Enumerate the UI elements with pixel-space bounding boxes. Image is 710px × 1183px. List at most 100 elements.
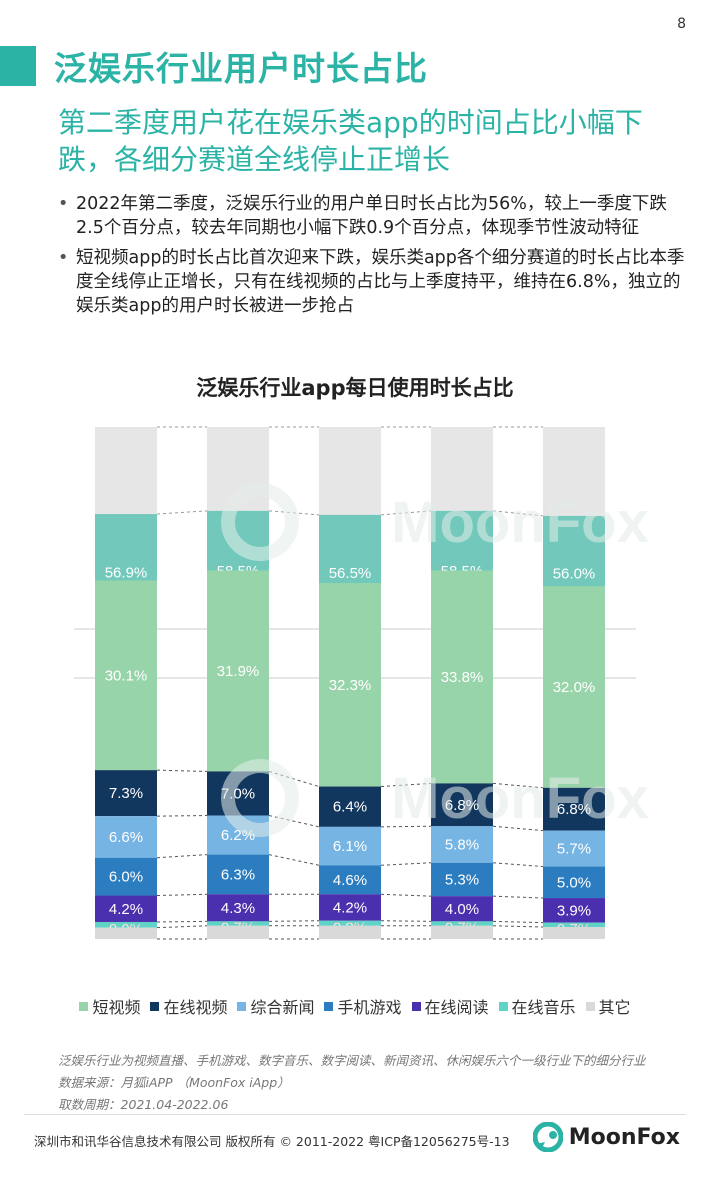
stack-segment-3 bbox=[543, 830, 605, 867]
legend-swatch-icon bbox=[585, 1001, 595, 1011]
stack-segment-label: 5.8% bbox=[445, 837, 479, 854]
legend-item-mobile-games: 手机游戏 bbox=[324, 994, 402, 1018]
bullet-item-1: 2022年第二季度，泛娱乐行业的用户单日时长占比为56%，较上一季度下跌2.5个… bbox=[58, 192, 688, 240]
stack-segment-7 bbox=[207, 925, 269, 939]
stack-segment-label: 32.3% bbox=[329, 677, 372, 694]
stack-segment-7 bbox=[431, 925, 493, 939]
stack-segment-7 bbox=[95, 927, 157, 939]
legend-swatch-icon bbox=[237, 1001, 247, 1011]
stack-segment-label: 5.7% bbox=[557, 841, 591, 858]
legend-item-online-video: 在线视频 bbox=[150, 994, 227, 1018]
stack-connector-line bbox=[380, 893, 432, 897]
stack-segment-3 bbox=[431, 826, 493, 863]
stack-segment-2 bbox=[431, 783, 493, 827]
title-accent-bar bbox=[0, 46, 36, 86]
stack-segment-label: 4.6% bbox=[333, 872, 367, 889]
stack-segment-3 bbox=[319, 826, 381, 866]
legend-swatch-icon bbox=[498, 1001, 508, 1011]
connector-line bbox=[492, 510, 544, 517]
share-bar-label: 56.9% bbox=[105, 565, 148, 582]
connector-line bbox=[156, 510, 208, 515]
stack-segment-label: 6.4% bbox=[333, 799, 367, 816]
stack-segment-1 bbox=[207, 570, 269, 772]
remainder-bar bbox=[95, 427, 157, 515]
stack-segment-6 bbox=[319, 920, 381, 926]
stack-segment-label: 6.8% bbox=[445, 797, 479, 814]
legend-item-news: 综合新闻 bbox=[237, 994, 314, 1018]
page-title: 泛娱乐行业用户时长占比 bbox=[54, 49, 428, 88]
stack-segment-6 bbox=[207, 921, 269, 926]
legend-item-online-music: 在线音乐 bbox=[498, 994, 576, 1018]
stack-segment-2 bbox=[543, 787, 605, 831]
stack-segment-1 bbox=[319, 583, 381, 787]
watermark-logo-icon bbox=[221, 483, 299, 561]
remainder-bar bbox=[431, 427, 493, 511]
stack-segment-label: 4.0% bbox=[445, 901, 479, 918]
stack-connector-line bbox=[492, 782, 544, 789]
stack-connector-line bbox=[492, 895, 544, 899]
moonfox-logo-icon bbox=[532, 1122, 563, 1152]
bullet-list: 2022年第二季度，泛娱乐行业的用户单日时长占比为56%，较上一季度下跌2.5个… bbox=[58, 192, 688, 324]
legend-swatch-icon bbox=[324, 1001, 334, 1011]
stack-segment-4 bbox=[431, 862, 493, 897]
legend-item-other: 其它 bbox=[585, 994, 631, 1018]
legend-swatch-icon bbox=[411, 1001, 421, 1011]
chart-title: 泛娱乐行业app每日使用时长占比 bbox=[196, 376, 514, 400]
stack-connector-line bbox=[492, 862, 544, 868]
footer-divider bbox=[24, 1114, 686, 1115]
stack-segment-label: 5.3% bbox=[445, 871, 479, 888]
stack-segment-7 bbox=[543, 927, 605, 939]
footnote-period: 取数周期：2021.04-2022.06 bbox=[58, 1097, 229, 1112]
stack-connector-line bbox=[492, 825, 544, 832]
stack-segment-5 bbox=[431, 896, 493, 922]
stack-segment-5 bbox=[319, 894, 381, 921]
stack-connector-line bbox=[156, 920, 208, 923]
stack-segment-6 bbox=[95, 921, 157, 928]
stack-segment-label: 4.3% bbox=[221, 900, 255, 917]
stack-segment-1 bbox=[431, 570, 493, 784]
stack-segment-5 bbox=[207, 894, 269, 922]
stack-connector-line bbox=[156, 925, 208, 929]
stack-segment-4 bbox=[543, 866, 605, 899]
stack-segment-label: 4.2% bbox=[333, 900, 367, 917]
chart-legend: 短视频 在线视频 综合新闻 手机游戏 在线阅读 在线音乐 其它 bbox=[0, 994, 710, 1018]
stack-connector-line bbox=[156, 893, 208, 897]
stack-connector-line bbox=[380, 825, 432, 828]
stack-segment-6 bbox=[543, 922, 605, 928]
remainder-bar bbox=[543, 427, 605, 516]
stack-segment-3 bbox=[95, 816, 157, 858]
legend-swatch-icon bbox=[79, 1001, 89, 1011]
remainder-bar bbox=[319, 427, 381, 515]
stack-segment-label: 7.3% bbox=[109, 785, 143, 802]
footer-copyright: 深圳市和讯华谷信息技术有限公司 版权所有 © 2011-2022 粤ICP备12… bbox=[34, 1134, 510, 1149]
stack-connector-line bbox=[380, 920, 432, 922]
stack-segment-label: 6.3% bbox=[221, 866, 255, 883]
stack-segment-label: 33.8% bbox=[441, 669, 484, 686]
stack-segment-4 bbox=[319, 865, 381, 895]
moonfox-logo-text: MoonFox bbox=[568, 1124, 680, 1150]
stack-segment-label: 3.9% bbox=[557, 902, 591, 919]
stack-connector-line bbox=[268, 854, 320, 866]
legend-item-short-video: 短视频 bbox=[79, 994, 140, 1018]
stack-segment-label: 31.9% bbox=[217, 663, 260, 680]
stack-segment-label: 32.0% bbox=[553, 679, 596, 696]
share-bar-label: 56.5% bbox=[329, 565, 372, 582]
legend-swatch-icon bbox=[150, 1001, 160, 1011]
share-bar-label: 56.0% bbox=[553, 565, 596, 582]
legend-item-online-reading: 在线阅读 bbox=[411, 994, 489, 1018]
stack-segment-label: 30.1% bbox=[105, 667, 148, 684]
stack-segment-5 bbox=[95, 895, 157, 922]
stack-connector-line bbox=[268, 920, 320, 922]
stack-segment-2 bbox=[95, 770, 157, 817]
footnote-source: 数据来源：月狐iAPP （MoonFox iApp） bbox=[58, 1075, 290, 1090]
stack-connector-line bbox=[380, 782, 432, 788]
stack-segment-4 bbox=[95, 857, 157, 896]
stack-segment-label: 5.0% bbox=[557, 874, 591, 891]
stack-connector-line bbox=[380, 862, 432, 866]
stack-segment-4 bbox=[207, 854, 269, 895]
stack-segment-6 bbox=[431, 921, 493, 926]
page-subtitle: 第二季度用户花在娱乐类app的时间占比小幅下跌，各细分赛道全线停止正增长 bbox=[58, 106, 643, 176]
stack-segment-1 bbox=[95, 580, 157, 771]
moonfox-logo: MoonFox bbox=[532, 1122, 680, 1152]
